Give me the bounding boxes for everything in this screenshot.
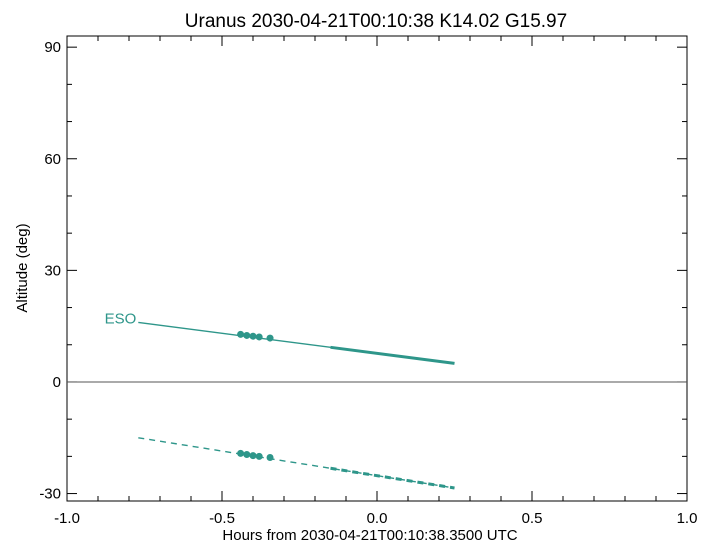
series-marker — [255, 333, 263, 341]
series-marker — [266, 334, 274, 342]
series-marker — [237, 449, 245, 457]
plot-frame — [66, 35, 688, 502]
x-tick-label: 1.0 — [677, 510, 698, 527]
y-axis: -30 0 30 60 90 — [39, 39, 687, 503]
series-line-bold — [330, 466, 455, 490]
x-axis: -1.0 -0.5 0.0 0.5 1.0 — [54, 36, 697, 527]
x-tick-label: -1.0 — [54, 510, 80, 527]
series-group: ESO — [105, 310, 455, 490]
series-marker — [249, 452, 257, 460]
series-line — [138, 437, 455, 489]
series-marker — [255, 452, 263, 460]
series-solid: ESO — [105, 310, 455, 365]
series-marker — [266, 453, 274, 461]
series-marker — [249, 332, 257, 340]
y-tick-label: 90 — [44, 39, 61, 56]
chart-title: Uranus 2030-04-21T00:10:38 K14.02 G15.97 — [185, 11, 567, 32]
series-marker — [237, 330, 245, 338]
y-tick-label: 60 — [44, 151, 61, 168]
x-tick-label: 0.0 — [367, 510, 388, 527]
x-axis-label: Hours from 2030-04-21T00:10:38.3500 UTC — [222, 527, 517, 544]
series-marker — [243, 451, 251, 458]
series-marker — [243, 331, 251, 339]
y-tick-label: -30 — [39, 486, 61, 503]
x-tick-label: -0.5 — [209, 510, 235, 527]
series-line-bold — [330, 345, 455, 365]
y-tick-label: 0 — [53, 374, 61, 391]
y-axis-label: Altitude (deg) — [14, 223, 31, 312]
y-tick-label: 30 — [44, 262, 61, 279]
x-tick-label: 0.5 — [522, 510, 543, 527]
series-dashed — [138, 437, 455, 490]
series-label: ESO — [105, 310, 137, 327]
